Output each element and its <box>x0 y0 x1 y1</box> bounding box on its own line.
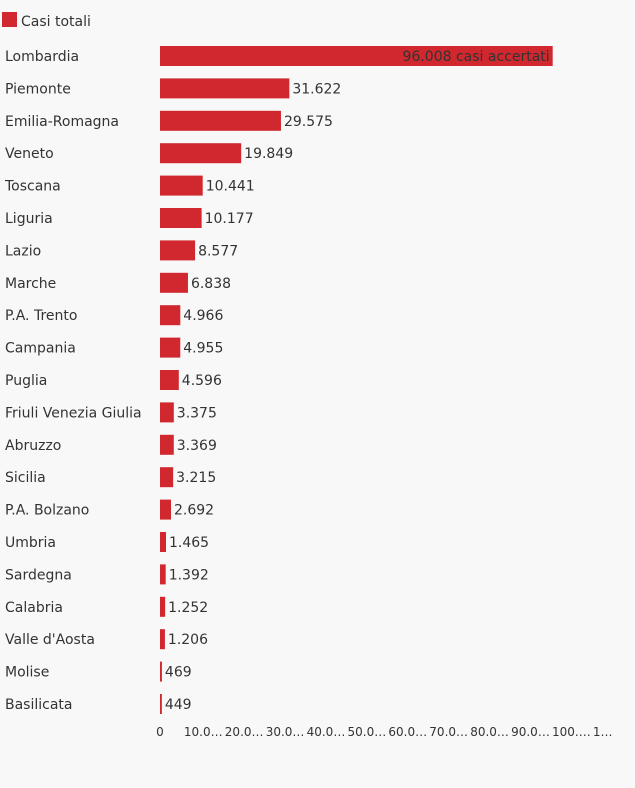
category-label-p-a-bolzano: P.A. Bolzano <box>5 503 89 519</box>
value-label-marche: 6.838 <box>191 276 231 292</box>
value-label-piemonte: 31.622 <box>292 81 341 97</box>
value-label-sicilia: 3.215 <box>176 470 216 486</box>
x-tick-label-10: 100.… <box>552 725 591 739</box>
legend: Casi totali <box>2 12 91 30</box>
x-tick-label-8: 80.0… <box>470 725 509 739</box>
bar-puglia <box>160 370 179 390</box>
category-label-molise: Molise <box>5 665 49 681</box>
x-tick-label-9: 90.0… <box>511 725 550 739</box>
category-label-abruzzo: Abruzzo <box>5 438 61 454</box>
category-label-calabria: Calabria <box>5 600 63 616</box>
value-label-calabria: 1.252 <box>168 600 208 616</box>
bar-basilicata <box>160 694 162 714</box>
x-tick-label-1: 10.0… <box>184 725 223 739</box>
x-tick-label-0: 0 <box>156 725 164 739</box>
bar-liguria <box>160 208 202 228</box>
x-tick-label-6: 60.0… <box>388 725 427 739</box>
bar-campania <box>160 337 181 358</box>
value-label-p-a-bolzano: 2.692 <box>174 503 214 519</box>
category-label-liguria: Liguria <box>5 211 53 227</box>
category-label-veneto: Veneto <box>5 146 54 162</box>
value-label-basilicata: 449 <box>165 697 192 713</box>
value-label-liguria: 10.177 <box>205 211 254 227</box>
value-label-emilia-romagna: 29.575 <box>284 114 333 130</box>
bar-p-a-bolzano <box>160 499 172 520</box>
bar-marche <box>160 272 188 293</box>
bar-molise <box>160 661 162 682</box>
category-label-campania: Campania <box>5 341 76 357</box>
value-label-campania: 4.955 <box>183 341 223 357</box>
x-tick-label-5: 50.0… <box>348 725 387 739</box>
bar-piemonte <box>160 78 290 99</box>
value-label-lombardia: 96.008 casi accertati <box>403 49 550 65</box>
x-axis: 0 10.0… 20.0… 30.0… 40.0… 50.0… 60.0… 70.0… 80.0… <box>156 725 612 739</box>
category-label-piemonte: Piemonte <box>5 81 71 97</box>
category-label-marche: Marche <box>5 276 56 292</box>
bar-umbria <box>160 532 166 552</box>
category-label-basilicata: Basilicata <box>5 697 73 713</box>
category-label-lazio: Lazio <box>5 243 41 259</box>
category-label-emilia-romagna: Emilia-Romagna <box>5 114 119 130</box>
category-label-p-a-trento: P.A. Trento <box>5 308 77 324</box>
bar-sicilia <box>160 467 174 488</box>
x-tick-label-4: 40.0… <box>307 725 346 739</box>
value-label-umbria: 1.465 <box>169 535 209 551</box>
bar-valle-d-aosta <box>160 629 165 650</box>
value-label-molise: 469 <box>165 665 192 681</box>
bar-friuli-venezia-giulia <box>160 402 174 423</box>
bar-abruzzo <box>160 434 174 455</box>
bars <box>160 46 553 714</box>
value-labels: 96.008 casi accertati 31.622 29.575 19.849 1… <box>165 49 550 713</box>
x-tick-label-7: 70.0… <box>429 725 468 739</box>
category-label-lombardia: Lombardia <box>5 49 79 65</box>
category-label-sicilia: Sicilia <box>5 470 46 486</box>
category-label-friuli-venezia-giulia: Friuli Venezia Giulia <box>5 405 142 421</box>
category-label-puglia: Puglia <box>5 373 47 389</box>
bar-lazio <box>160 240 196 261</box>
category-label-sardegna: Sardegna <box>5 567 72 583</box>
bar-toscana <box>160 175 203 196</box>
legend-label-casi-totali: Casi totali <box>21 14 91 30</box>
category-label-valle-d-aosta: Valle d'Aosta <box>5 632 95 648</box>
legend-swatch-casi-totali <box>2 12 17 27</box>
bar-calabria <box>160 596 166 617</box>
bar-p-a-trento <box>160 305 181 326</box>
value-label-abruzzo: 3.369 <box>177 438 217 454</box>
value-label-valle-d-aosta: 1.206 <box>168 632 208 648</box>
value-label-p-a-trento: 4.966 <box>183 308 223 324</box>
bar-veneto <box>160 143 242 164</box>
value-label-sardegna: 1.392 <box>169 567 209 583</box>
category-label-umbria: Umbria <box>5 535 56 551</box>
category-label-toscana: Toscana <box>4 179 61 195</box>
bar-lombardia <box>160 46 553 66</box>
value-label-toscana: 10.441 <box>206 179 255 195</box>
x-tick-label-11: 1… <box>593 725 613 739</box>
bar-emilia-romagna <box>160 110 281 131</box>
x-tick-label-3: 30.0… <box>266 725 305 739</box>
value-label-friuli-venezia-giulia: 3.375 <box>177 405 217 421</box>
x-tick-label-2: 20.0… <box>225 725 264 739</box>
value-label-veneto: 19.849 <box>244 146 293 162</box>
category-labels: Lombardia Piemonte Emilia-Romagna Veneto Tos… <box>4 49 142 713</box>
bar-sardegna <box>160 564 166 585</box>
value-label-puglia: 4.596 <box>182 373 222 389</box>
value-label-lazio: 8.577 <box>198 243 238 259</box>
